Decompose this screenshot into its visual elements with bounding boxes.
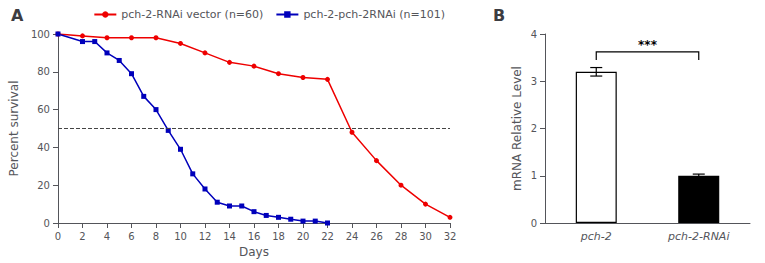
svg-text:6: 6 — [128, 231, 134, 242]
svg-text:Percent survival: Percent survival — [7, 81, 21, 177]
svg-text:26: 26 — [370, 231, 383, 242]
svg-text:4: 4 — [104, 231, 110, 242]
svg-text:pch-2-RNAi: pch-2-RNAi — [667, 230, 729, 243]
svg-text:24: 24 — [346, 231, 359, 242]
svg-text:32: 32 — [444, 231, 457, 242]
svg-text:20: 20 — [37, 180, 50, 191]
svg-text:4: 4 — [531, 29, 537, 40]
svg-text:8: 8 — [153, 231, 159, 242]
svg-text:22: 22 — [321, 231, 334, 242]
svg-text:pch-2-pch-2RNAi (n=101): pch-2-pch-2RNAi (n=101) — [303, 8, 445, 21]
svg-text:2: 2 — [79, 231, 85, 242]
svg-text:mRNA Relative Level: mRNA Relative Level — [510, 66, 524, 191]
svg-text:16: 16 — [248, 231, 261, 242]
svg-text:0: 0 — [531, 218, 537, 229]
svg-text:0: 0 — [55, 231, 61, 242]
svg-text:10: 10 — [174, 231, 187, 242]
svg-text:18: 18 — [272, 231, 285, 242]
svg-text:20: 20 — [297, 231, 310, 242]
svg-text:60: 60 — [37, 104, 50, 115]
svg-text:B: B — [493, 6, 505, 25]
svg-text:14: 14 — [223, 231, 236, 242]
svg-text:pch-2: pch-2 — [580, 230, 612, 243]
svg-text:Days: Days — [239, 245, 269, 259]
svg-text:pch-2-RNAi vector (n=60): pch-2-RNAi vector (n=60) — [121, 8, 263, 21]
svg-text:A: A — [11, 6, 24, 25]
svg-text:***: *** — [638, 38, 658, 52]
svg-text:100: 100 — [31, 29, 50, 40]
svg-text:30: 30 — [419, 231, 432, 242]
svg-text:3: 3 — [531, 76, 537, 87]
svg-text:12: 12 — [199, 231, 212, 242]
svg-text:28: 28 — [395, 231, 408, 242]
svg-text:2: 2 — [531, 123, 537, 134]
svg-text:80: 80 — [37, 66, 50, 77]
svg-text:1: 1 — [531, 170, 537, 181]
svg-text:40: 40 — [37, 142, 50, 153]
svg-text:0: 0 — [44, 218, 50, 229]
